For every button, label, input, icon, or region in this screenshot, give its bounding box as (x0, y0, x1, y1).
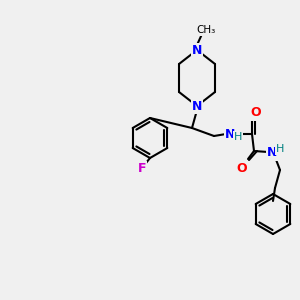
Text: O: O (251, 106, 261, 119)
Text: F: F (138, 161, 146, 175)
Text: CH₃: CH₃ (196, 25, 216, 35)
Text: N: N (192, 100, 202, 112)
Text: N: N (225, 128, 235, 140)
Text: N: N (267, 146, 277, 160)
Text: H: H (234, 132, 242, 142)
Text: H: H (276, 144, 284, 154)
Text: N: N (192, 44, 202, 56)
Text: O: O (237, 161, 247, 175)
